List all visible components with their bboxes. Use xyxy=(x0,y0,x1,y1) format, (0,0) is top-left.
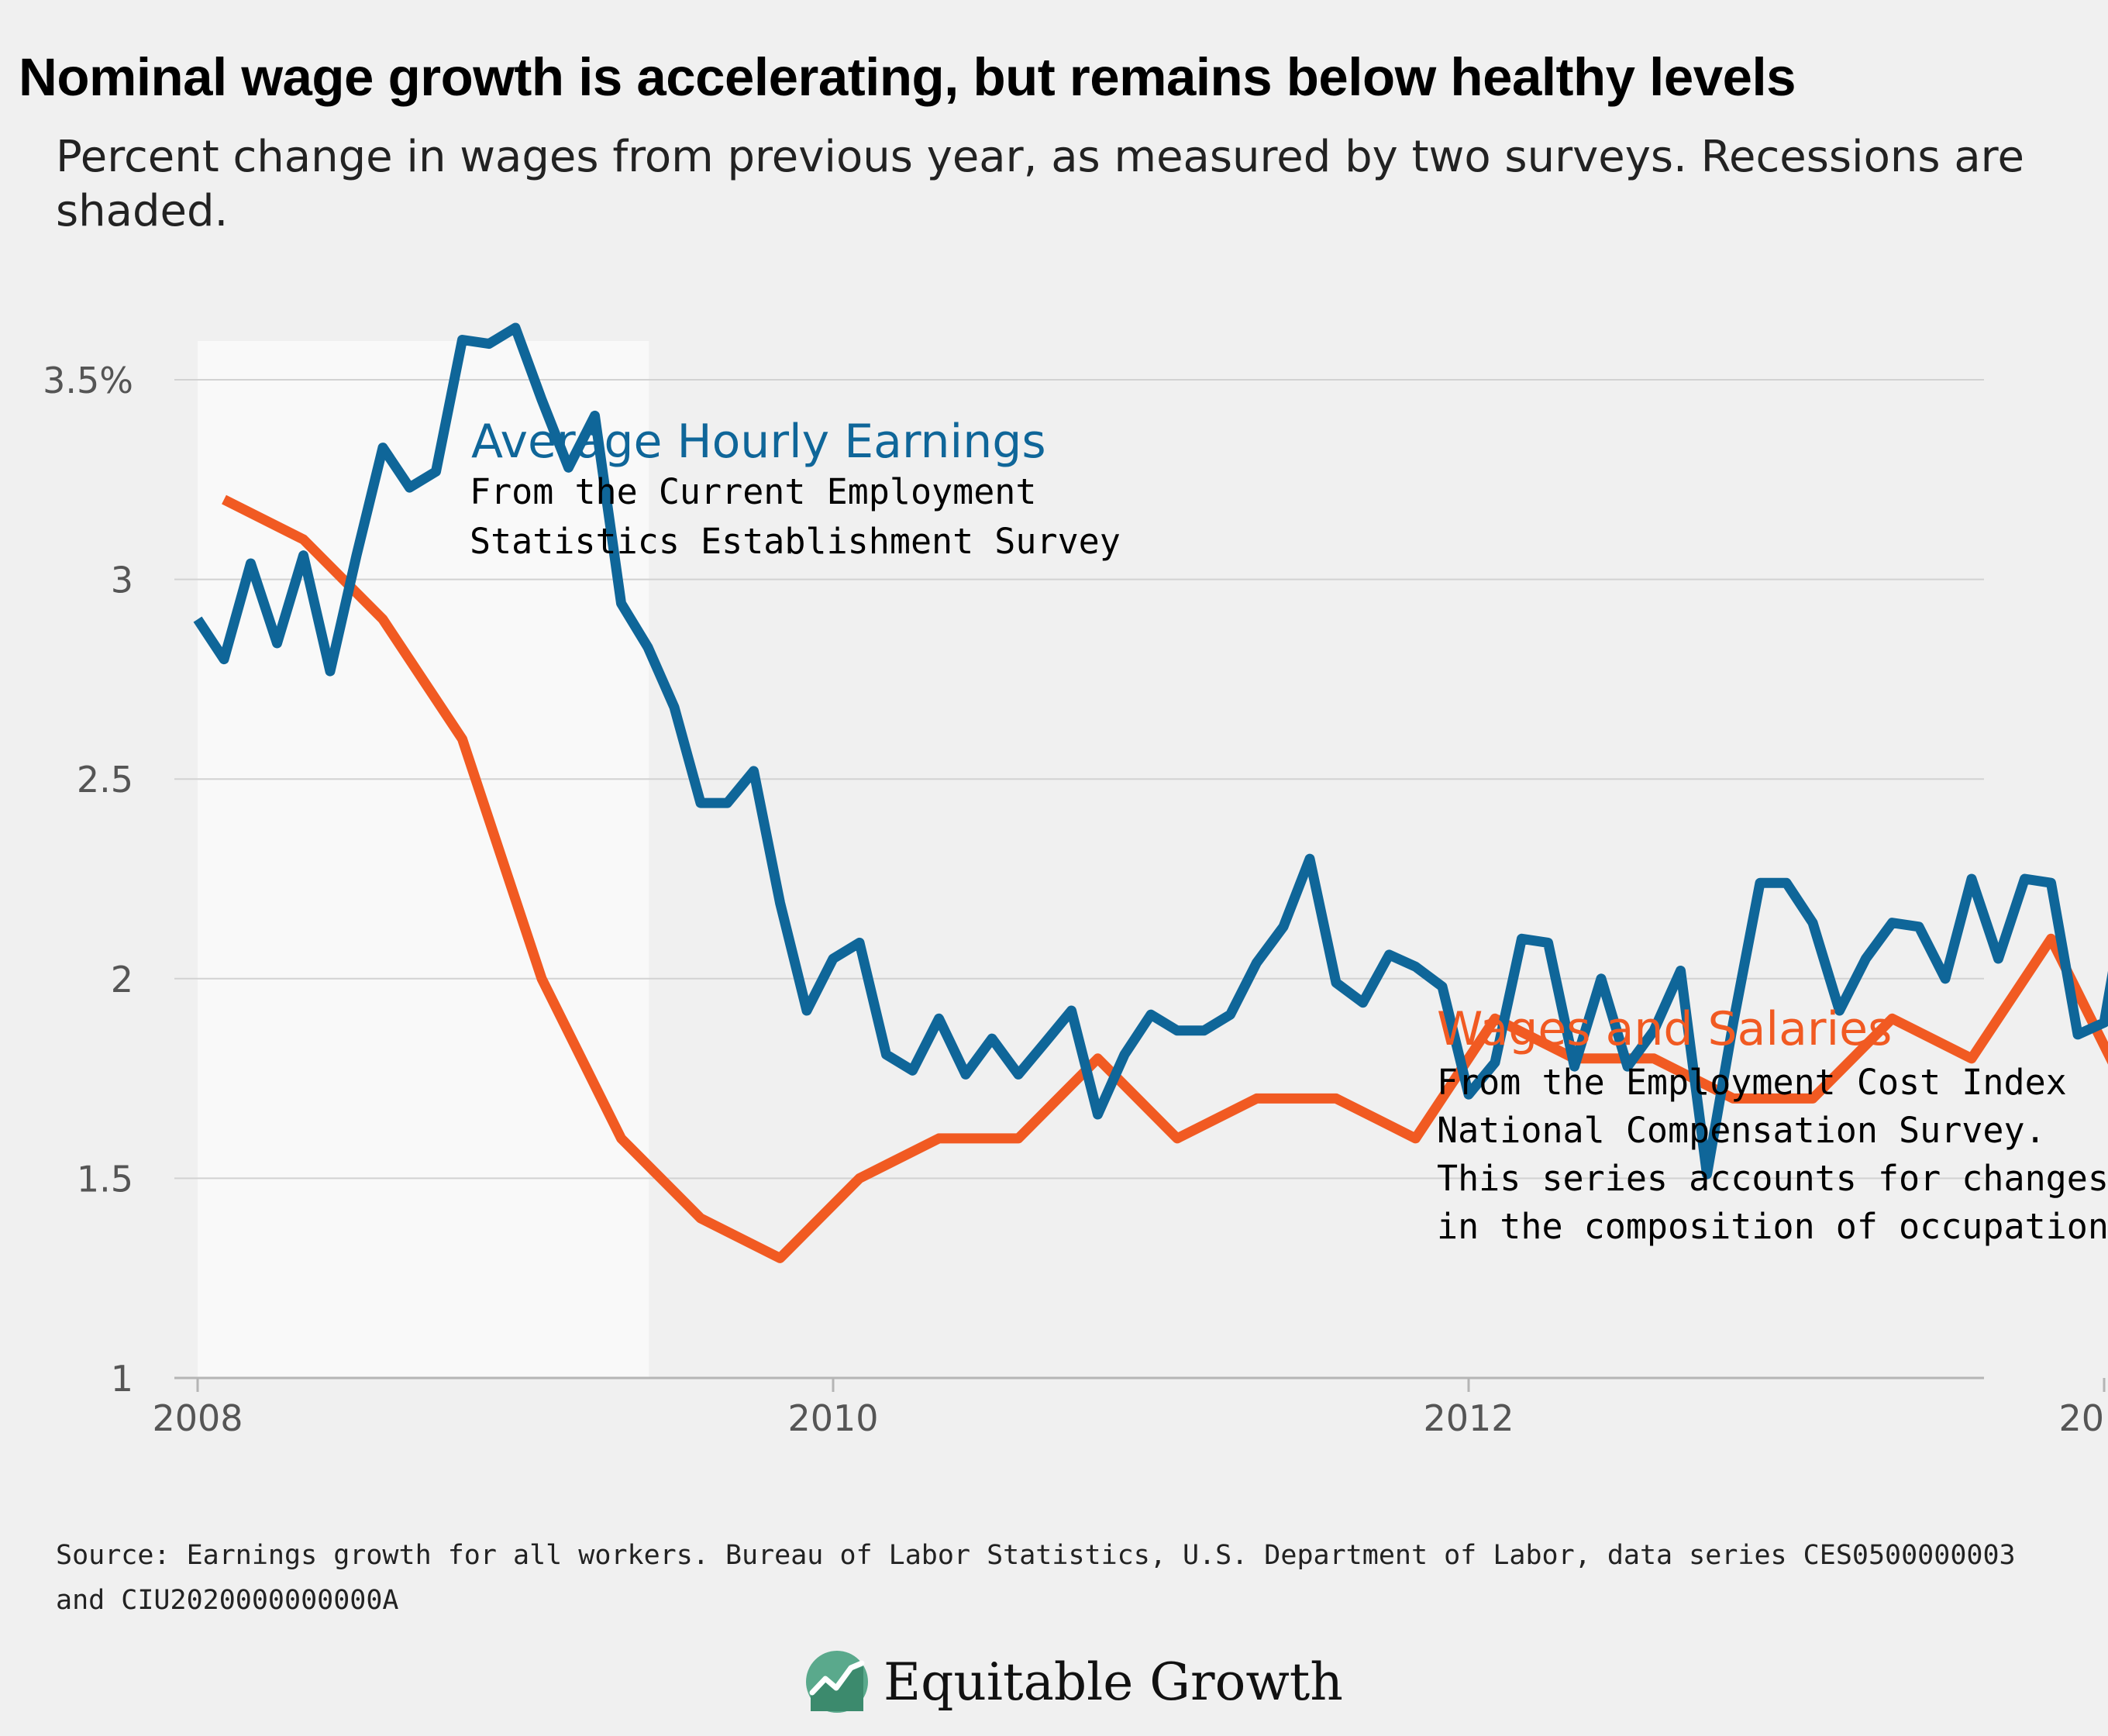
source-note: Source: Earnings growth for all workers.… xyxy=(56,1540,2016,1616)
equitable-growth-logo: Equitable Growth xyxy=(804,1643,1343,1720)
axes: 11.522.533.5%200820102012201420162018 xyxy=(43,360,2108,1439)
ws-annotation-line-2: National Compensation Survey. xyxy=(1437,1110,2046,1151)
ahe-annotation-title: Average Hourly Earnings xyxy=(471,415,1046,469)
rising-chart-icon xyxy=(806,1651,868,1713)
x-tick-label: 2014 xyxy=(2058,1397,2108,1439)
chart-subtitle: Percent change in wages from previous ye… xyxy=(56,132,2024,236)
recession-shading xyxy=(198,341,649,1378)
y-tick-label: 3.5% xyxy=(43,360,133,401)
y-tick-label: 2 xyxy=(111,959,133,1001)
ahe-annotation-line-1: From the Current Employment xyxy=(470,471,1037,512)
x-tick-label: 2012 xyxy=(1423,1397,1514,1439)
ws-annotation-line-1: From the Employment Cost Index xyxy=(1437,1062,2067,1103)
recession-band-0 xyxy=(198,341,649,1378)
series-line-wages-and-salaries xyxy=(222,494,2108,1263)
y-tick-label: 1 xyxy=(111,1358,133,1400)
y-tick-label: 2.5 xyxy=(77,759,133,801)
x-tick-label: 2008 xyxy=(152,1397,243,1439)
x-tick-label: 2010 xyxy=(787,1397,878,1439)
y-tick-label: 3 xyxy=(111,560,133,601)
series-lines xyxy=(193,322,2108,1263)
line-chart: 11.522.533.5%200820102012201420162018 Av… xyxy=(43,322,2108,1439)
ws-annotation-line-3: This series accounts for changes xyxy=(1437,1158,2108,1199)
ws-annotation-title: Wages and Salaries xyxy=(1437,1002,1892,1056)
ws-annotation-line-4: in the composition of occupations. xyxy=(1437,1206,2108,1247)
ahe-annotation-line-2: Statistics Establishment Survey xyxy=(470,521,1121,562)
y-tick-label: 1.5 xyxy=(77,1158,133,1200)
chart-title: Nominal wage growth is accelerating, but… xyxy=(19,47,1796,107)
annotations: Average Hourly Earnings From the Current… xyxy=(470,415,2108,1247)
logo-text: Equitable Growth xyxy=(884,1652,1343,1712)
series-line-average-hourly-earnings xyxy=(193,322,2108,1180)
